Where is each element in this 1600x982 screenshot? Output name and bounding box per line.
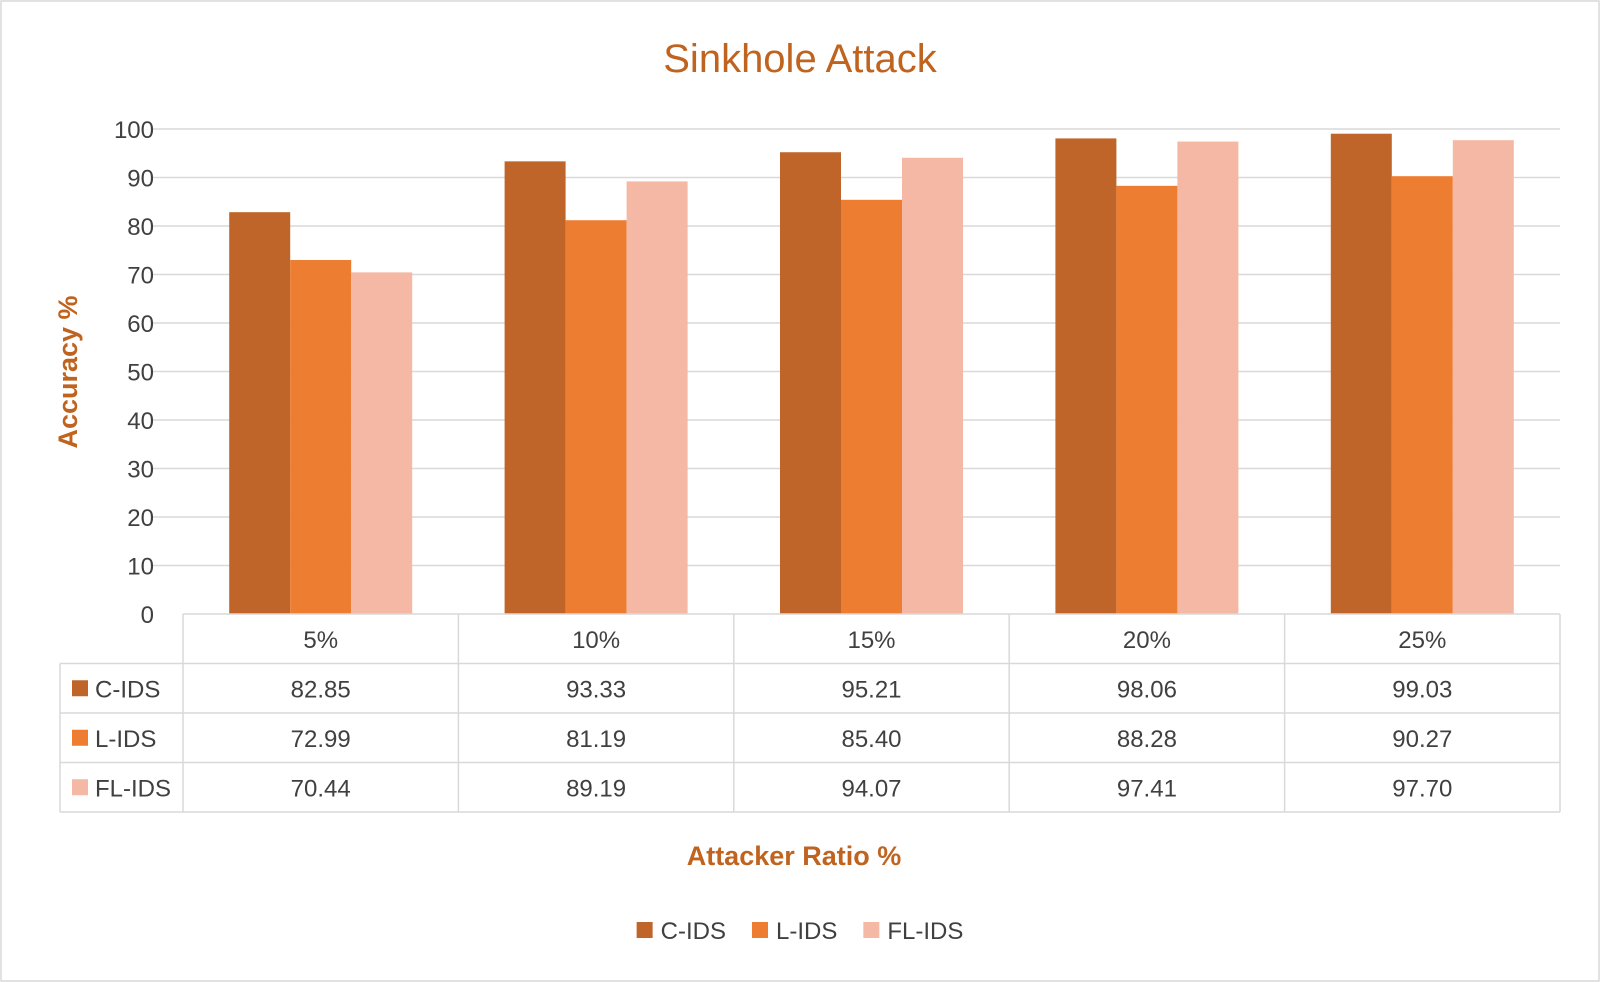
table-cell-value: 82.85 <box>291 676 351 703</box>
legend: C-IDS L-IDS FL-IDS <box>636 918 963 945</box>
bar-fl-ids-4 <box>1177 141 1239 614</box>
bars <box>229 133 1514 615</box>
y-tick-label: 40 <box>127 408 154 435</box>
x-axis-label: Attacker Ratio % <box>687 841 902 871</box>
y-tick-label: 90 <box>127 166 154 193</box>
y-tick-label: 50 <box>127 360 154 387</box>
legend-key <box>636 922 653 938</box>
y-tick-label: 60 <box>127 311 154 338</box>
y-tick-label: 100 <box>114 117 154 144</box>
y-axis-ticks: 0 10 20 30 40 50 60 70 80 90 100 <box>114 117 154 629</box>
table-cell-value: 81.19 <box>566 726 626 753</box>
bar-l-ids-4 <box>1116 185 1178 615</box>
table-cell-value: 98.06 <box>1117 676 1177 703</box>
table-cell-value: 97.70 <box>1392 775 1452 802</box>
category-label: 20% <box>1123 627 1171 654</box>
table-cell-value: 97.41 <box>1117 775 1177 802</box>
table-cell-value: 89.19 <box>566 775 626 802</box>
table-cell-value: 99.03 <box>1392 676 1452 703</box>
table-cell-value: 70.44 <box>291 775 351 802</box>
bar-l-ids-1 <box>290 259 352 614</box>
category-label: 5% <box>303 627 338 654</box>
table-series-name: FL-IDS <box>95 775 171 802</box>
table-series-name: C-IDS <box>95 676 160 703</box>
category-label: 10% <box>572 627 620 654</box>
table-cell-value: 94.07 <box>841 775 901 802</box>
y-tick-label: 70 <box>127 263 154 290</box>
bar-c-ids-2 <box>504 161 566 615</box>
table-legend-key <box>72 779 88 796</box>
table-cell-value: 72.99 <box>291 726 351 753</box>
table-cell-value: 93.33 <box>566 676 626 703</box>
legend-label: FL-IDS <box>887 918 963 945</box>
table-cell-value: 95.21 <box>841 676 901 703</box>
y-tick-label: 10 <box>127 554 154 581</box>
y-tick-label: 20 <box>127 505 154 532</box>
legend-key <box>863 922 880 938</box>
y-tick-label: 80 <box>127 214 154 241</box>
bar-l-ids-5 <box>1391 176 1453 615</box>
legend-key <box>751 922 768 938</box>
bar-fl-ids-1 <box>351 272 413 614</box>
table-cell-value: 85.40 <box>841 726 901 753</box>
table-legend-key <box>72 680 88 697</box>
y-tick-label: 30 <box>127 457 154 484</box>
legend-label: C-IDS <box>661 918 726 945</box>
table-cell-value: 88.28 <box>1117 726 1177 753</box>
table-legend-key <box>72 729 88 746</box>
chart-title: Sinkhole Attack <box>663 37 937 81</box>
bar-c-ids-5 <box>1330 133 1392 614</box>
bar-fl-ids-5 <box>1452 140 1514 614</box>
bar-l-ids-2 <box>565 220 627 614</box>
y-axis-label: Accuracy % <box>53 295 83 448</box>
table-cell-value: 90.27 <box>1392 726 1452 753</box>
category-label: 25% <box>1398 627 1446 654</box>
category-label: 15% <box>847 627 895 654</box>
table-series-name: L-IDS <box>95 726 156 753</box>
y-tick-label: 0 <box>141 602 154 629</box>
bar-fl-ids-3 <box>902 157 963 614</box>
bar-c-ids-1 <box>229 212 291 615</box>
data-table: 5% 10% 15% 20% 25% C-IDS 82.85 93.33 95.21 98.06 9… <box>59 613 1561 813</box>
bar-c-ids-4 <box>1055 138 1117 614</box>
legend-label: L-IDS <box>776 918 837 945</box>
bar-l-ids-3 <box>841 199 902 614</box>
bar-fl-ids-2 <box>626 181 688 614</box>
bar-c-ids-3 <box>780 152 841 614</box>
